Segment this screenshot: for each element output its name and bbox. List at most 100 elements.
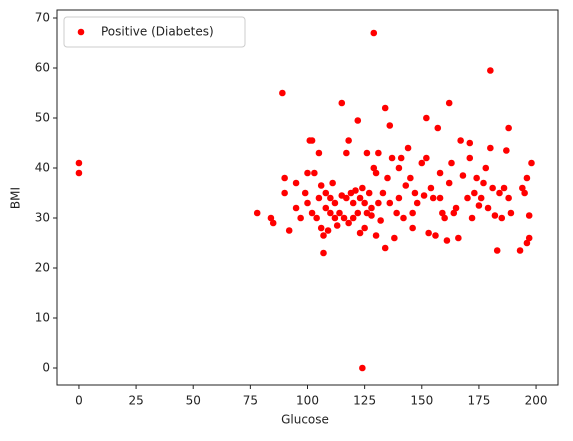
point [523,239,531,247]
x-tick-label: 150 [410,394,433,408]
point [349,214,357,222]
point [493,247,501,254]
point [434,124,442,132]
point [354,209,362,217]
point [329,179,336,187]
point [331,199,339,207]
point [322,204,330,212]
point [393,209,400,217]
point [386,199,394,207]
y-tick-label: 40 [35,161,50,175]
point [503,147,510,154]
y-axis-label: BMI [9,187,23,209]
point [407,174,414,182]
x-tick-label: 175 [467,394,490,408]
point [317,224,325,232]
point [379,189,387,197]
point [384,174,391,182]
legend-box [63,16,246,48]
point [356,194,364,202]
point [292,179,300,187]
point [409,209,416,217]
point [496,189,503,197]
point [320,232,327,239]
x-tick-label: 25 [128,394,143,408]
point [388,154,396,162]
point [363,149,371,157]
point [375,149,382,157]
point [391,234,398,242]
point [75,169,83,177]
point [372,232,380,239]
point [345,219,352,227]
point [285,227,293,234]
point [468,214,476,222]
point [466,154,474,162]
point [370,29,378,37]
point [420,192,428,199]
point [359,184,366,192]
point [372,169,380,177]
point [482,164,490,172]
point [445,99,453,107]
point [480,179,487,187]
point [281,174,288,182]
point [521,189,528,197]
point [333,222,341,229]
point [427,184,435,192]
point [507,209,515,217]
legend-marker [77,28,85,36]
point [413,199,421,207]
point [375,199,382,207]
x-tick-label: 100 [296,394,319,408]
point [370,164,378,172]
y-tick-label: 50 [35,111,50,125]
point [418,159,426,167]
point [349,199,357,207]
point [352,187,359,194]
point [315,194,323,202]
point [345,137,352,144]
point [525,212,533,219]
point [301,189,309,197]
point [489,184,496,192]
point [450,209,458,217]
point [400,214,407,222]
legend-label: Positive (Diabetes) [101,25,214,39]
point [386,122,394,129]
point [477,194,485,202]
point [436,169,444,177]
point [432,232,439,239]
point [267,214,275,222]
point [525,234,533,242]
y-tick-label: 70 [35,11,50,25]
y-tick-label: 30 [35,211,50,225]
point [381,244,389,252]
point [343,194,350,202]
point [459,172,467,179]
point [365,189,373,197]
point [320,249,327,257]
point [315,149,323,157]
point [327,194,334,202]
point [336,209,343,217]
point [292,204,300,212]
y-tick-label: 0 [42,361,50,375]
x-tick-label: 75 [243,394,258,408]
point [368,204,375,212]
point [519,184,526,192]
point [395,164,403,172]
point [381,104,389,112]
point [361,199,368,207]
x-tick-label: 0 [75,394,83,408]
point [411,189,419,197]
point [331,214,339,222]
point [402,182,410,189]
point [423,154,430,162]
point [308,137,316,144]
point [324,227,332,234]
point [523,174,531,182]
point [397,154,405,162]
point [498,214,506,222]
